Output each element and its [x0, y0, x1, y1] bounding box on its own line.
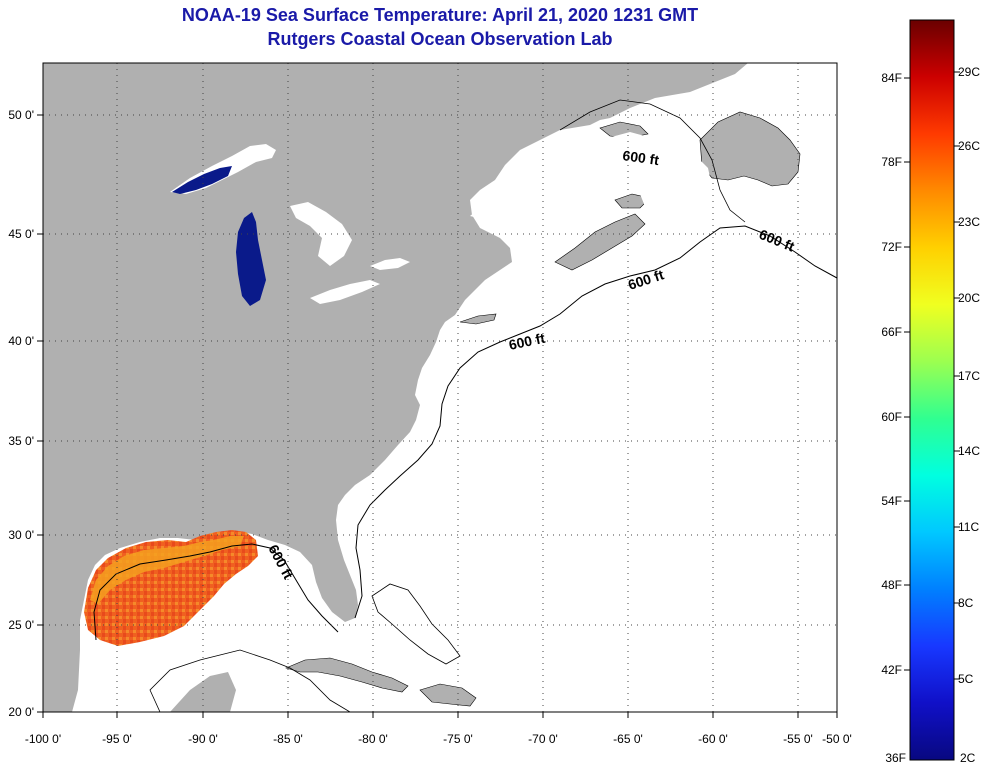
- colorbar-label-f: 42F: [881, 663, 902, 677]
- colorbar-label-c: 14C: [958, 444, 980, 458]
- lon-tick-label: -100 0': [25, 732, 61, 746]
- land-long-island: [459, 313, 497, 325]
- land-yucatan: [170, 672, 236, 712]
- lake-ontario: [370, 258, 410, 270]
- lat-tick-label: 35 0': [8, 434, 34, 448]
- contour-label-600ft: 600 ft: [507, 330, 546, 353]
- land-hispaniola: [419, 683, 477, 707]
- lat-tick-label: 30 0': [8, 528, 34, 542]
- colorbar-label-c: 8C: [958, 596, 974, 610]
- lat-tick-label: 45 0': [8, 227, 34, 241]
- colorbar-label-c: 2C: [960, 751, 976, 765]
- lon-tick-label: -65 0': [613, 732, 643, 746]
- lake-michigan-sst: [236, 212, 266, 306]
- st-lawrence-water: [470, 140, 612, 220]
- land-cuba: [285, 657, 409, 693]
- lon-tick-label: -70 0': [528, 732, 558, 746]
- isobath-600ft-gulf: [93, 543, 339, 641]
- lat-tick-label: 25 0': [8, 618, 34, 632]
- lake-superior-sst: [172, 166, 232, 194]
- colorbar-label-c: 23C: [958, 215, 980, 229]
- lon-tick-label: -95 0': [102, 732, 132, 746]
- colorbar-label-c: 11C: [958, 520, 979, 534]
- colorbar-label-f: 84F: [881, 71, 902, 85]
- latitude-axis: 20 0' 25 0' 30 0' 35 0' 40 0' 45 0' 50 0…: [8, 108, 34, 719]
- colorbar-label-f: 78F: [881, 155, 902, 169]
- colorbar-label-f: 36F: [885, 751, 906, 765]
- gulf-st-lawrence-water: [600, 132, 714, 222]
- lon-tick-label: -85 0': [273, 732, 303, 746]
- colorbar-label-f: 48F: [881, 578, 902, 592]
- lake-huron: [290, 202, 352, 266]
- colorbar-label-c: 5C: [958, 672, 974, 686]
- colorbar-label-c: 17C: [958, 369, 980, 383]
- lat-tick-label: 50 0': [8, 108, 34, 122]
- lat-lon-grid: [43, 63, 837, 712]
- map-title: NOAA-19 Sea Surface Temperature: April 2…: [181, 5, 699, 25]
- lon-tick-label: -90 0': [188, 732, 218, 746]
- contour-label-600ft: 600 ft: [622, 147, 661, 168]
- colorbar-label-f: 72F: [881, 240, 902, 254]
- colorbar-label-f: 60F: [881, 410, 902, 424]
- bahamas-outline: [371, 583, 461, 665]
- lon-tick-label: -60 0': [698, 732, 728, 746]
- lat-tick-label: 40 0': [8, 334, 34, 348]
- isobath-600ft-east: [354, 225, 837, 619]
- colorbar-gradient: [909, 19, 955, 761]
- longitude-axis: -100 0' -95 0' -90 0' -85 0' -80 0' -75 …: [25, 732, 852, 746]
- canadian-shelf-outline: [559, 99, 746, 223]
- colorbar-label-f: 54F: [881, 494, 902, 508]
- land-nova-scotia: [554, 213, 646, 271]
- gulf-deep-water-outline: [149, 649, 351, 712]
- map-subtitle: Rutgers Coastal Ocean Observation Lab: [267, 29, 613, 49]
- temperature-colorbar: 84F 78F 72F 66F 60F 54F 48F 42F 36F 29C …: [881, 19, 980, 765]
- colorbar-label-c: 20C: [958, 291, 980, 305]
- colorbar-label-c: 29C: [958, 65, 980, 79]
- colorbar-label-f: 66F: [881, 325, 902, 339]
- lon-tick-label: -55 0': [783, 732, 813, 746]
- colorbar-label-c: 26C: [958, 139, 980, 153]
- lon-tick-label: -80 0': [358, 732, 388, 746]
- land-north-america: [43, 63, 748, 712]
- lake-erie: [310, 280, 380, 304]
- lon-tick-label: -50 0': [822, 732, 852, 746]
- land-newfoundland: [699, 111, 801, 187]
- lat-tick-label: 20 0': [8, 705, 34, 719]
- lon-tick-label: -75 0': [443, 732, 473, 746]
